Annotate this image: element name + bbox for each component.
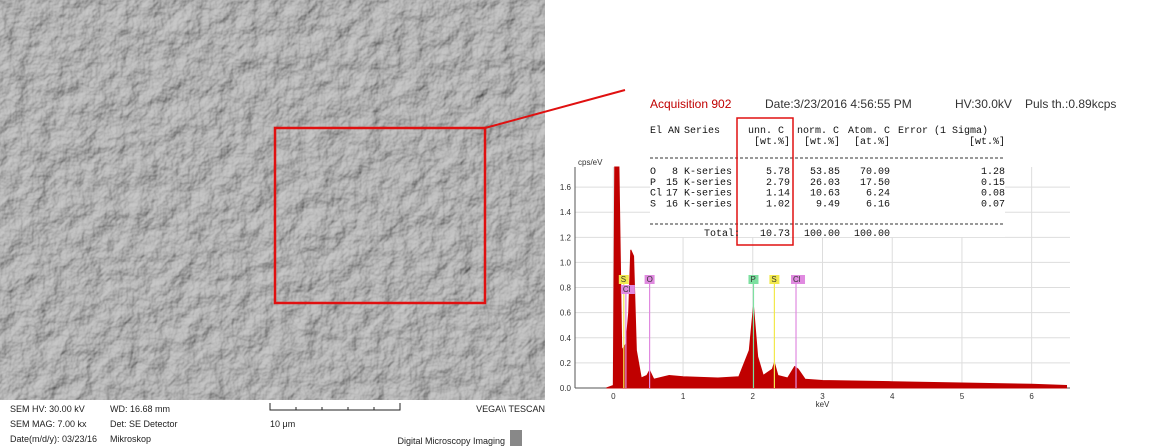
- logo: [510, 430, 522, 446]
- y-tick-label: 1.6: [560, 183, 572, 192]
- peak-label: Cl: [793, 275, 801, 284]
- callout-line: [484, 89, 626, 129]
- table-cell: 1.14: [766, 189, 790, 200]
- table-cell: Cl: [650, 188, 662, 200]
- sem-lab: Mikroskop: [110, 434, 151, 444]
- x-axis-label: keV: [816, 400, 830, 409]
- peak-label-bg: [791, 275, 806, 284]
- table-cell: 1.02: [766, 199, 790, 210]
- y-tick-label: 0.0: [560, 384, 572, 393]
- table-cell: 2.79: [766, 178, 790, 189]
- table-cell: K-series: [684, 166, 732, 178]
- table-unit: [wt.%]: [804, 136, 840, 148]
- table-total: 100.00: [854, 229, 890, 240]
- table-cell: 17: [666, 189, 678, 200]
- table-header: norm. C: [797, 126, 839, 137]
- x-tick-label: 6: [1029, 392, 1034, 401]
- brand: VEGA\\ TESCAN: [476, 404, 545, 414]
- table-unit: [wt.%]: [754, 136, 790, 148]
- y-tick-label: 0.4: [560, 334, 572, 343]
- column-box: [736, 117, 794, 246]
- table-cell: 17.50: [860, 178, 890, 189]
- region-box: [273, 126, 487, 305]
- table-total: 100.00: [804, 229, 840, 240]
- table-cell: 8: [672, 167, 678, 178]
- x-tick-label: 3: [820, 392, 825, 401]
- x-tick-label: 5: [960, 392, 965, 401]
- table-total: Total:: [704, 228, 740, 240]
- peak-label-bg: [620, 285, 635, 294]
- sem-det: Det: SE Detector: [110, 419, 178, 429]
- table-bg: [650, 155, 1005, 237]
- peak-label: S: [621, 275, 626, 284]
- table-cell: 16: [666, 199, 678, 210]
- table-cell: O: [650, 167, 656, 178]
- peak-label: P: [750, 275, 755, 284]
- peak-label: S: [771, 275, 776, 284]
- sem-wd: WD: 16.68 mm: [110, 404, 170, 414]
- y-tick-label: 0.2: [560, 359, 572, 368]
- sem-panel: SEM HV: 30.00 kV WD: 16.68 mm SEM MAG: 7…: [0, 0, 626, 446]
- table-header: Error (1 Sigma): [898, 125, 988, 137]
- y-tick-label: 1.2: [560, 233, 572, 242]
- table-cell: 9.49: [816, 199, 840, 210]
- acq-title: Acquisition 902: [650, 97, 732, 111]
- peak-label-bg: [618, 275, 629, 284]
- table-cell: 0.08: [981, 189, 1005, 200]
- table-cell: 53.85: [810, 167, 840, 178]
- table-cell: 0.15: [981, 178, 1005, 189]
- y-tick-label: 0.8: [560, 284, 572, 293]
- table-header: AN: [668, 126, 680, 137]
- table-header: Series: [684, 125, 720, 137]
- sem-hv: SEM HV: 30.00 kV: [10, 404, 85, 414]
- y-tick-label: 1.4: [560, 208, 572, 217]
- x-tick-label: 4: [890, 392, 895, 401]
- table-header: El: [650, 125, 662, 137]
- scale-bar: [269, 403, 401, 411]
- table-cell: 26.03: [810, 178, 840, 189]
- results-table: El AN Series unn. C norm. C Atom. C Error (1 S…: [650, 117, 1005, 246]
- peak-label-bg: [769, 275, 780, 284]
- table-cell: S: [650, 199, 656, 210]
- y-tick-label: 1.0: [560, 258, 572, 267]
- table-cell: 1.28: [981, 167, 1005, 178]
- y-axis-label: cps/eV: [578, 158, 603, 167]
- table-unit: [wt.%]: [969, 136, 1005, 148]
- table-header: unn. C: [748, 126, 784, 137]
- scale-label: 10 μm: [270, 419, 295, 429]
- sem-mag: SEM MAG: 7.00 kx: [10, 419, 87, 429]
- table-cell: 10.63: [810, 189, 840, 200]
- x-tick-label: 2: [751, 392, 756, 401]
- peak-label: Cl: [623, 285, 631, 294]
- table-total: 10.73: [760, 229, 790, 240]
- acq-puls: Puls th.:0.89kcps: [1025, 97, 1116, 111]
- acq-hv: HV:30.0kV: [955, 97, 1012, 111]
- table-cell: 70.09: [860, 167, 890, 178]
- peak-label-bg: [644, 275, 655, 284]
- acq-header: Acquisition 902 Date:3/23/2016 4:56:55 P…: [650, 97, 1116, 111]
- table-cell: K-series: [684, 188, 732, 200]
- table-cell: 15: [666, 178, 678, 189]
- table-cell: P: [650, 178, 656, 189]
- table-cell: 0.07: [981, 199, 1005, 210]
- y-tick-label: 0.6: [560, 309, 572, 318]
- table-cell: K-series: [684, 177, 732, 189]
- table-cell: 6.16: [866, 199, 890, 210]
- spectrum-area: [606, 166, 1068, 389]
- table-unit: [at.%]: [854, 136, 890, 148]
- table-cell: K-series: [684, 198, 732, 210]
- footer: Digital Microscopy Imaging: [397, 436, 505, 446]
- table-header: Atom. C: [848, 126, 890, 137]
- table-cell: 6.24: [866, 189, 890, 200]
- x-tick-label: 0: [611, 392, 616, 401]
- peak-label: O: [647, 275, 653, 284]
- sem-date: Date(m/d/y): 03/23/16: [10, 434, 97, 444]
- peak-label-bg: [748, 275, 759, 284]
- sem-image: [0, 0, 545, 400]
- acq-date: Date:3/23/2016 4:56:55 PM: [765, 97, 912, 111]
- table-cell: 5.78: [766, 167, 790, 178]
- x-tick-label: 1: [681, 392, 686, 401]
